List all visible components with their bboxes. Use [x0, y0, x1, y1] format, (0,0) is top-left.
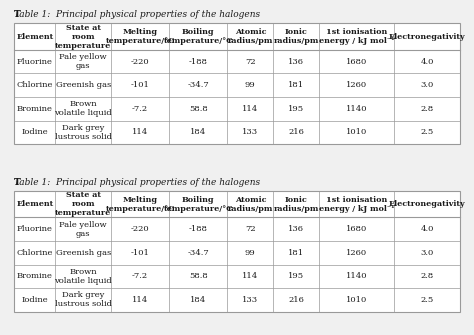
Text: 136: 136 — [288, 58, 304, 66]
Text: Melting
temperature/°C: Melting temperature/°C — [105, 28, 175, 45]
Text: 216: 216 — [288, 296, 304, 304]
Text: Dark grey
lustrous solid: Dark grey lustrous solid — [55, 291, 112, 309]
Text: Ionic
radius/pm: Ionic radius/pm — [273, 196, 319, 213]
Text: 1st ionisation
energy / kJ mol⁻¹: 1st ionisation energy / kJ mol⁻¹ — [319, 28, 395, 45]
Text: Fluorine: Fluorine — [17, 58, 53, 66]
Text: -101: -101 — [131, 81, 150, 89]
Text: Bromine: Bromine — [17, 272, 53, 280]
Text: Table 1:  Principal physical properties of the halogens: Table 1: Principal physical properties o… — [14, 178, 260, 187]
Text: 1680: 1680 — [346, 58, 367, 66]
Text: 1140: 1140 — [346, 272, 368, 280]
Text: -34.7: -34.7 — [187, 81, 209, 89]
Text: 114: 114 — [242, 105, 258, 113]
Text: -188: -188 — [189, 225, 208, 233]
Text: Bromine: Bromine — [17, 105, 53, 113]
Text: Element: Element — [16, 33, 54, 41]
Text: -220: -220 — [131, 58, 149, 66]
Text: 114: 114 — [132, 128, 148, 136]
Text: 133: 133 — [242, 296, 258, 304]
Text: 195: 195 — [288, 272, 304, 280]
Text: 2.8: 2.8 — [420, 272, 434, 280]
Text: Brown
volatile liquid: Brown volatile liquid — [55, 100, 112, 117]
Text: 216: 216 — [288, 128, 304, 136]
Text: 1680: 1680 — [346, 225, 367, 233]
Text: Dark grey
lustrous solid: Dark grey lustrous solid — [55, 124, 112, 141]
Text: Atomic
radius/pm: Atomic radius/pm — [228, 28, 273, 45]
Text: 2.5: 2.5 — [420, 296, 434, 304]
Text: -220: -220 — [131, 225, 149, 233]
Text: 1260: 1260 — [346, 249, 367, 257]
Text: 58.8: 58.8 — [189, 105, 208, 113]
Text: 58.8: 58.8 — [189, 272, 208, 280]
Text: Boiling
temperature/°C: Boiling temperature/°C — [164, 28, 233, 45]
Text: 1010: 1010 — [346, 296, 367, 304]
Text: 1010: 1010 — [346, 128, 367, 136]
Text: 4.0: 4.0 — [420, 225, 434, 233]
Text: Brown
volatile liquid: Brown volatile liquid — [55, 268, 112, 285]
Text: 1260: 1260 — [346, 81, 367, 89]
Text: Ionic
radius/pm: Ionic radius/pm — [273, 28, 319, 45]
Text: State at
room
temperature: State at room temperature — [55, 191, 111, 217]
Text: Melting
temperature/°C: Melting temperature/°C — [105, 196, 175, 213]
Text: 184: 184 — [190, 128, 206, 136]
Text: 2.5: 2.5 — [420, 128, 434, 136]
Text: 114: 114 — [242, 272, 258, 280]
Text: Chlorine: Chlorine — [17, 249, 53, 257]
Text: 1st ionisation
energy / kJ mol⁻¹: 1st ionisation energy / kJ mol⁻¹ — [319, 196, 395, 213]
Text: T: T — [14, 178, 21, 187]
Text: -101: -101 — [131, 249, 150, 257]
Text: Boiling
temperature/°C: Boiling temperature/°C — [164, 196, 233, 213]
Text: 136: 136 — [288, 225, 304, 233]
Text: Chlorine: Chlorine — [17, 81, 53, 89]
Text: 3.0: 3.0 — [420, 81, 434, 89]
Text: 195: 195 — [288, 105, 304, 113]
Text: Greenish gas: Greenish gas — [55, 249, 111, 257]
Text: 3.0: 3.0 — [420, 249, 434, 257]
Text: 184: 184 — [190, 296, 206, 304]
Text: -188: -188 — [189, 58, 208, 66]
Text: T: T — [14, 10, 21, 19]
Text: 181: 181 — [288, 81, 304, 89]
Text: 99: 99 — [245, 249, 255, 257]
Text: Iodine: Iodine — [21, 296, 48, 304]
Text: -34.7: -34.7 — [187, 249, 209, 257]
Text: -7.2: -7.2 — [132, 105, 148, 113]
Text: State at
room
temperature: State at room temperature — [55, 23, 111, 50]
Text: 4.0: 4.0 — [420, 58, 434, 66]
Text: Pale yellow
gas: Pale yellow gas — [59, 221, 107, 238]
Text: -7.2: -7.2 — [132, 272, 148, 280]
Text: 133: 133 — [242, 128, 258, 136]
Text: 114: 114 — [132, 296, 148, 304]
Text: Atomic
radius/pm: Atomic radius/pm — [228, 196, 273, 213]
Text: Element: Element — [16, 200, 54, 208]
Text: 2.8: 2.8 — [420, 105, 434, 113]
Text: Electronegativity: Electronegativity — [389, 33, 465, 41]
Text: Iodine: Iodine — [21, 128, 48, 136]
Text: Table 1:  Principal physical properties of the halogens: Table 1: Principal physical properties o… — [14, 10, 260, 19]
Text: Greenish gas: Greenish gas — [55, 81, 111, 89]
Text: Pale yellow
gas: Pale yellow gas — [59, 53, 107, 70]
Text: Electronegativity: Electronegativity — [389, 200, 465, 208]
Text: 72: 72 — [245, 58, 255, 66]
Text: Fluorine: Fluorine — [17, 225, 53, 233]
Text: 181: 181 — [288, 249, 304, 257]
Text: 99: 99 — [245, 81, 255, 89]
Text: 1140: 1140 — [346, 105, 368, 113]
Text: 72: 72 — [245, 225, 255, 233]
